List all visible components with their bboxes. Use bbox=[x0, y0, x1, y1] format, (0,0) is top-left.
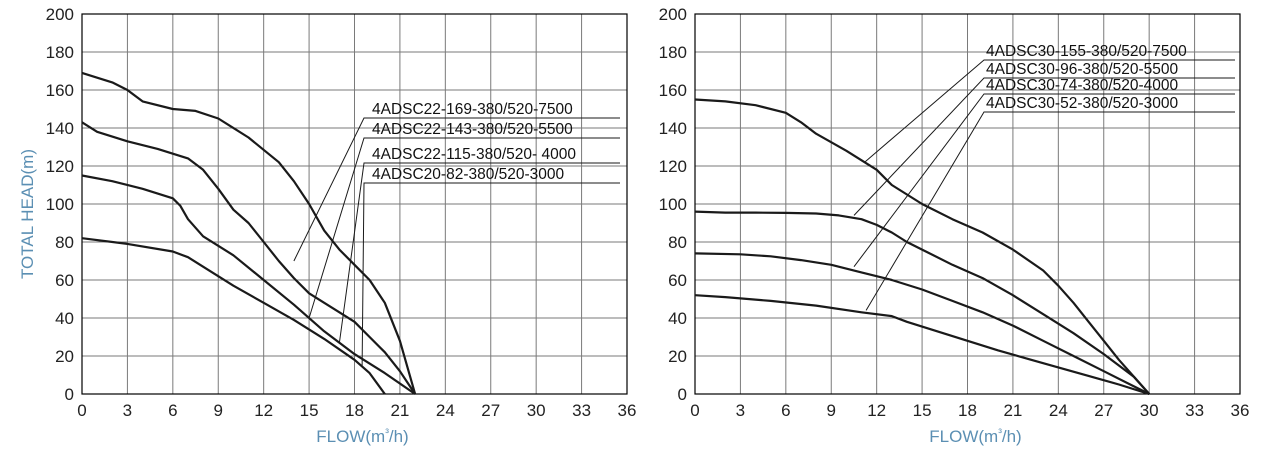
x-tick-label: 33 bbox=[1185, 401, 1204, 420]
series-leader-line bbox=[308, 137, 620, 319]
x-tick-label: 24 bbox=[1049, 401, 1068, 420]
y-tick-label: 0 bbox=[678, 385, 687, 404]
x-tick-label: 9 bbox=[214, 401, 223, 420]
series-leader-line bbox=[361, 182, 620, 368]
y-tick-label: 140 bbox=[659, 119, 687, 138]
series-line-2 bbox=[81, 121, 417, 395]
series-line-4 bbox=[81, 237, 386, 395]
plot-frame bbox=[81, 13, 628, 395]
y-tick-label: 120 bbox=[46, 157, 74, 176]
y-tick-label: 120 bbox=[659, 157, 687, 176]
x-tick-label: 6 bbox=[781, 401, 790, 420]
y-tick-label: 0 bbox=[65, 385, 74, 404]
series-leader-line bbox=[865, 111, 1235, 311]
x-tick-label: 27 bbox=[481, 401, 500, 420]
series-leader-line bbox=[864, 59, 1235, 163]
series-label: 4ADSC30-74-380/520-4000 bbox=[986, 77, 1179, 94]
x-tick-label: 36 bbox=[1231, 401, 1250, 420]
chart-panel-1: 0 3 6 9 12 15 18 21 24 27 30 33 36020406080100120140… bbox=[18, 5, 636, 446]
x-axis-label: FLOW(m³/h) bbox=[316, 427, 408, 446]
series-leader-line bbox=[338, 162, 620, 343]
x-axis-label: FLOW(m³/h) bbox=[929, 427, 1021, 446]
x-tick-label: 3 bbox=[736, 401, 745, 420]
series-leader-line bbox=[853, 93, 1235, 268]
x-tick-label: 33 bbox=[572, 401, 591, 420]
x-tick-label: 21 bbox=[1003, 401, 1022, 420]
series-label: 4ADSC30-155-380/520-7500 bbox=[986, 43, 1187, 60]
series-line-3 bbox=[694, 252, 1150, 395]
series-label: 4ADSC22-143-380/520-5500 bbox=[372, 121, 573, 138]
y-tick-label: 160 bbox=[46, 81, 74, 100]
x-tick-label: 12 bbox=[254, 401, 273, 420]
x-tick-label: 3 bbox=[123, 401, 132, 420]
series-line-4 bbox=[694, 294, 1150, 396]
x-tick-label: 30 bbox=[1140, 401, 1159, 420]
x-tick-label: 12 bbox=[867, 401, 886, 420]
y-tick-label: 60 bbox=[668, 271, 687, 290]
x-tick-label: 21 bbox=[390, 401, 409, 420]
x-tick-label: 15 bbox=[300, 401, 319, 420]
y-tick-label: 160 bbox=[659, 81, 687, 100]
y-tick-label: 80 bbox=[55, 233, 74, 252]
x-tick-label: 6 bbox=[168, 401, 177, 420]
series-label: 4ADSC22-115-380/520- 4000 bbox=[372, 146, 576, 163]
series-line-3 bbox=[81, 174, 416, 395]
series-line-1 bbox=[694, 98, 1151, 395]
x-tick-label: 0 bbox=[690, 401, 699, 420]
y-tick-label: 40 bbox=[55, 309, 74, 328]
y-tick-label: 180 bbox=[659, 43, 687, 62]
y-tick-label: 200 bbox=[46, 5, 74, 24]
x-tick-label: 36 bbox=[618, 401, 637, 420]
plot-frame bbox=[694, 13, 1241, 395]
y-tick-label: 40 bbox=[668, 309, 687, 328]
x-tick-label: 9 bbox=[827, 401, 836, 420]
series-leader-line bbox=[853, 77, 1235, 216]
y-tick-label: 180 bbox=[46, 43, 74, 62]
x-tick-label: 27 bbox=[1094, 401, 1113, 420]
series-leader-line bbox=[293, 117, 620, 262]
series-label: 4ADSC30-96-380/520-5500 bbox=[986, 61, 1179, 78]
series-line-1 bbox=[81, 71, 417, 395]
x-tick-label: 18 bbox=[345, 401, 364, 420]
y-tick-label: 60 bbox=[55, 271, 74, 290]
x-tick-label: 18 bbox=[958, 401, 977, 420]
y-tick-label: 100 bbox=[659, 195, 687, 214]
x-tick-label: 15 bbox=[913, 401, 932, 420]
y-axis-label: TOTAL HEAD(m) bbox=[18, 149, 37, 279]
series-label: 4ADSC22-169-380/520-7500 bbox=[372, 101, 573, 118]
y-tick-label: 20 bbox=[668, 347, 687, 366]
y-tick-label: 20 bbox=[55, 347, 74, 366]
x-tick-label: 24 bbox=[436, 401, 455, 420]
y-tick-label: 200 bbox=[659, 5, 687, 24]
chart-panel-2: 0 3 6 9 12 15 18 21 24 27 30 33 36020406080100120140… bbox=[659, 5, 1250, 446]
y-tick-label: 140 bbox=[46, 119, 74, 138]
series-label: 4ADSC30-52-380/520-3000 bbox=[986, 95, 1179, 112]
y-tick-label: 100 bbox=[46, 195, 74, 214]
y-tick-label: 80 bbox=[668, 233, 687, 252]
x-tick-label: 0 bbox=[77, 401, 86, 420]
x-tick-label: 30 bbox=[527, 401, 546, 420]
series-label: 4ADSC20-82-380/520-3000 bbox=[372, 166, 565, 183]
